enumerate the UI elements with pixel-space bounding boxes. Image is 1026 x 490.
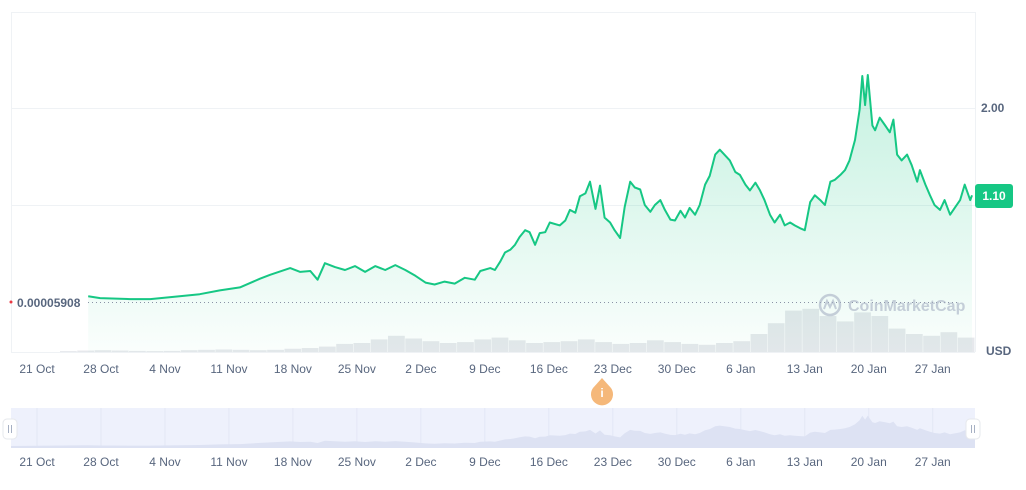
- watermark-text: CoinMarketCap: [848, 298, 966, 315]
- navigator-tick-label: 6 Jan: [726, 455, 755, 469]
- x-tick-label: 20 Jan: [851, 362, 887, 376]
- navigator-tick-label: 11 Nov: [210, 455, 247, 469]
- info-icon[interactable]: [591, 378, 613, 406]
- watermark-logo: CoinMarketCap: [818, 293, 966, 317]
- navigator-right-handle[interactable]: [965, 418, 981, 440]
- x-tick-label: 4 Nov: [149, 362, 180, 376]
- y-tick-2: 2.00: [981, 101, 1005, 115]
- x-tick-label: 16 Dec: [530, 362, 568, 376]
- navigator-tick-label: 20 Jan: [851, 455, 887, 469]
- navigator-tick-label: 4 Nov: [149, 455, 180, 469]
- x-axis-ticks: 21 Oct 28 Oct 4 Nov 11 Nov 18 Nov 25 Nov 2 Dec…: [19, 362, 950, 376]
- x-tick-label: 23 Dec: [594, 362, 632, 376]
- svg-text:i: i: [600, 386, 603, 400]
- volume-bar: [77, 350, 95, 352]
- navigator-tick-label: 25 Nov: [338, 455, 376, 469]
- navigator-x-ticks: 21 Oct 28 Oct 4 Nov 11 Nov 18 Nov 25 Nov 2 Dec…: [19, 455, 950, 469]
- x-tick-label: 6 Jan: [726, 362, 755, 376]
- x-tick-label: 21 Oct: [19, 362, 55, 376]
- x-tick-label: 9 Dec: [469, 362, 500, 376]
- navigator-area: [11, 415, 975, 448]
- x-tick-label: 25 Nov: [338, 362, 376, 376]
- baseline-marker: [9, 300, 13, 304]
- x-tick-label: 18 Nov: [274, 362, 312, 376]
- price-area: [88, 75, 973, 352]
- navigator-tick-label: 21 Oct: [19, 455, 55, 469]
- current-price-label: 1.10: [982, 189, 1006, 203]
- navigator-left-handle[interactable]: [2, 418, 18, 440]
- navigator-tick-label: 30 Dec: [658, 455, 696, 469]
- navigator-tick-label: 27 Jan: [915, 455, 951, 469]
- navigator-tick-label: 2 Dec: [405, 455, 436, 469]
- x-tick-label: 28 Oct: [83, 362, 119, 376]
- x-tick-label: 11 Nov: [210, 362, 247, 376]
- navigator-tick-label: 18 Nov: [274, 455, 312, 469]
- navigator-tick-label: 28 Oct: [83, 455, 119, 469]
- navigator-tick-label: 23 Dec: [594, 455, 632, 469]
- info-button[interactable]: i: [591, 378, 613, 406]
- x-tick-label: 2 Dec: [405, 362, 436, 376]
- x-tick-label: 27 Jan: [915, 362, 951, 376]
- navigator-tick-label: 16 Dec: [530, 455, 568, 469]
- x-tick-label: 30 Dec: [658, 362, 696, 376]
- navigator-tick-label: 13 Jan: [787, 455, 823, 469]
- price-line: [88, 74, 973, 301]
- x-tick-label: 13 Jan: [787, 362, 823, 376]
- volume-bar: [60, 351, 77, 352]
- navigator-tick-label: 9 Dec: [469, 455, 500, 469]
- baseline-label: 0.00005908: [17, 296, 81, 310]
- current-price-tag: [975, 184, 1013, 208]
- currency-label: USD: [986, 344, 1012, 358]
